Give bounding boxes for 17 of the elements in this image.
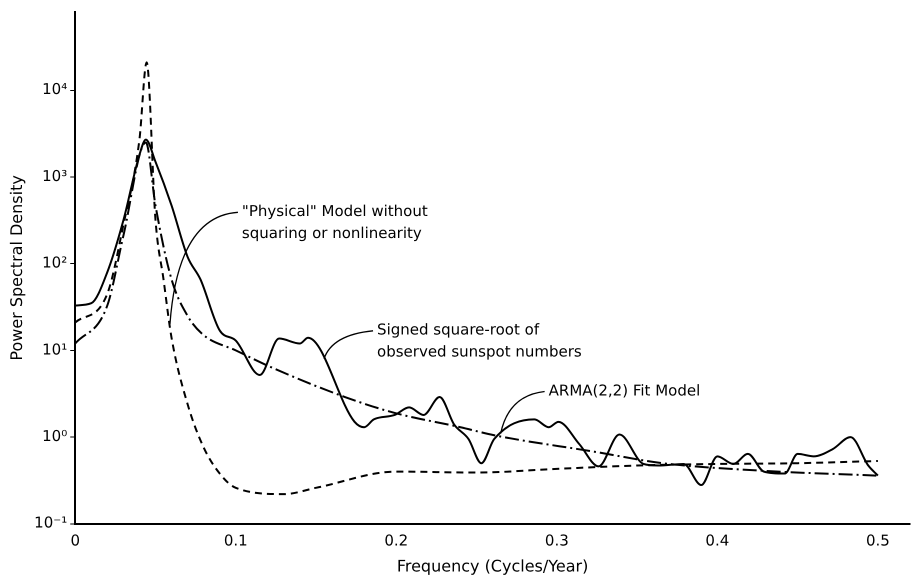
y-axis-title: Power Spectral Density	[6, 175, 26, 361]
annotation: Signed square-root of observed sunspot numbers	[377, 320, 582, 361]
annotation: "Physical" Model without squaring or nonlinearity	[242, 202, 428, 242]
x-tick-label: 0	[70, 532, 80, 550]
annotation: ARMA(2,2) Fit Model	[548, 381, 700, 400]
x-tick-label: 0.3	[544, 532, 569, 550]
x-tick-label: 0.2	[384, 532, 408, 550]
y-tick-label: 10³	[42, 166, 68, 185]
y-tick-label: 10⁰	[42, 426, 68, 445]
y-tick-label: 10⁻¹	[34, 514, 68, 532]
x-tick-label: 0.4	[705, 532, 730, 550]
y-tick-label: 10⁴	[42, 80, 68, 98]
y-tick-label: 10¹	[42, 340, 68, 358]
y-tick-label: 10²	[42, 254, 68, 272]
x-axis-title: Frequency (Cycles/Year)	[396, 556, 588, 576]
x-tick-label: 0.1	[224, 532, 248, 550]
x-tick-label: 0.5	[866, 532, 890, 550]
